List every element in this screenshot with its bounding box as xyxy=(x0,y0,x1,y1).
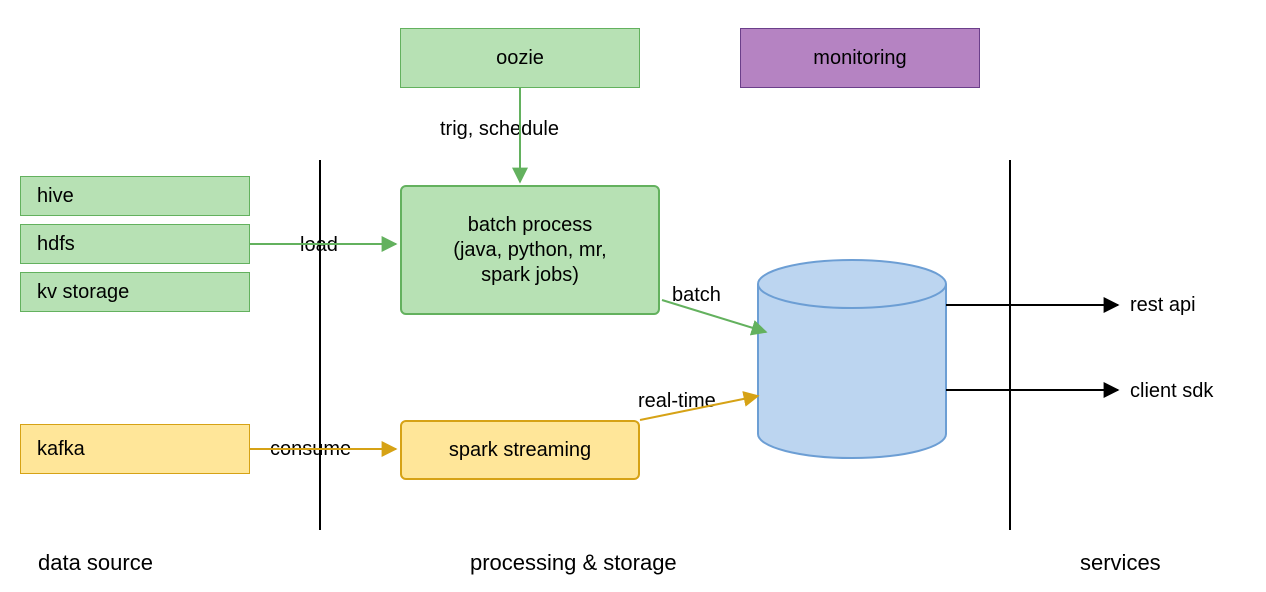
section-label-data-source: data source xyxy=(38,550,153,576)
edge-label-consume: consume xyxy=(270,438,351,461)
edge-label-real-time: real-time xyxy=(638,390,716,413)
section-label-processing: processing & storage xyxy=(470,550,677,576)
diagram-stage: oozie monitoring hive hdfs kv storage ka… xyxy=(0,0,1266,592)
label-rest-api: rest api xyxy=(1130,294,1196,317)
node-oozie: oozie xyxy=(400,28,640,88)
node-hdfs-label: hdfs xyxy=(37,232,75,257)
section-label-services: services xyxy=(1080,550,1161,576)
node-hive: hive xyxy=(20,176,250,216)
node-elastic-label: elastic searchfeatures & meta xyxy=(758,326,946,376)
label-client-sdk: client sdk xyxy=(1130,380,1213,403)
node-sparkstream-label: spark streaming xyxy=(449,438,591,463)
node-oozie-label: oozie xyxy=(496,46,544,71)
edge-label-load: load xyxy=(300,234,338,257)
node-monitoring-label: monitoring xyxy=(813,46,906,71)
node-kv-label: kv storage xyxy=(37,280,129,305)
node-kafka: kafka xyxy=(20,424,250,474)
node-spark-streaming: spark streaming xyxy=(400,420,640,480)
node-kv-storage: kv storage xyxy=(20,272,250,312)
edge-label-batch: batch xyxy=(672,284,721,307)
node-batch-label: batch process(java, python, mr,spark job… xyxy=(453,213,606,288)
node-kafka-label: kafka xyxy=(37,437,85,462)
edge-label-trig-schedule: trig, schedule xyxy=(440,118,559,141)
node-batch-process: batch process(java, python, mr,spark job… xyxy=(400,185,660,315)
node-hive-label: hive xyxy=(37,184,74,209)
node-monitoring: monitoring xyxy=(740,28,980,88)
node-hdfs: hdfs xyxy=(20,224,250,264)
